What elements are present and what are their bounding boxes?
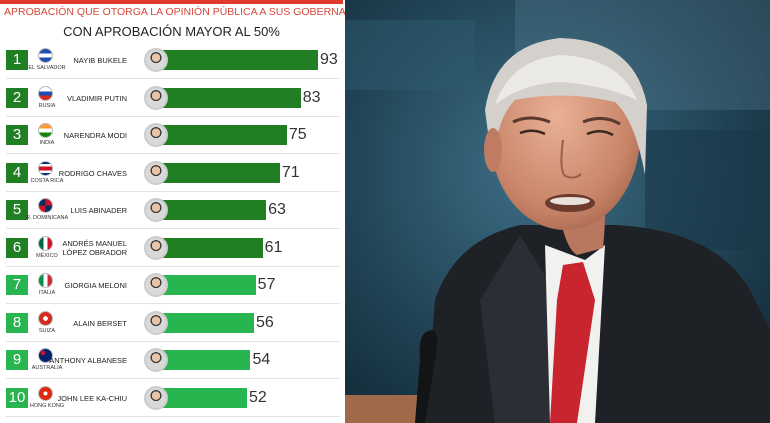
leader-avatar: [144, 385, 168, 410]
row-divider: [6, 415, 340, 417]
approval-value: 52: [249, 388, 267, 406]
leader-avatar: [144, 123, 168, 147]
rank-badge: 3: [6, 125, 28, 145]
approval-value: 71: [281, 163, 300, 181]
approval-value: 75: [288, 126, 307, 143]
approval-bar: [157, 312, 254, 333]
row-divider: [6, 115, 340, 117]
country-flag-icon: [38, 310, 53, 326]
approval-value: 61: [264, 238, 283, 256]
approval-value: 56: [255, 313, 274, 331]
rank-badge: 9: [6, 350, 28, 370]
approval-value: 57: [257, 276, 276, 293]
country-flag-icon: [38, 385, 53, 401]
leader-avatar: [144, 273, 168, 297]
leader-avatar: [144, 235, 168, 260]
rank-badge: 5: [6, 200, 28, 220]
ranking-row: 1 EL SALVADOR NAYIB BUKELE 93: [0, 43, 343, 80]
row-divider: [6, 303, 340, 304]
ranking-row: 8 SUIZA ALAIN BERSET 56: [0, 306, 343, 343]
approval-bar: [157, 125, 287, 145]
country-flag-icon: [38, 123, 53, 138]
row-divider: [6, 228, 340, 229]
row-divider: [6, 378, 340, 379]
leader-avatar: [144, 348, 168, 372]
country-flag-icon: [38, 348, 53, 363]
approval-bar: [157, 162, 280, 183]
rank-badge: 10: [6, 387, 28, 408]
leader-avatar: [144, 85, 168, 110]
country-label: SUIZA: [38, 327, 56, 334]
leader-avatar: [144, 310, 168, 335]
country-flag-icon: [38, 85, 53, 101]
leader-photo: [345, 0, 770, 423]
approval-bar: [157, 350, 251, 370]
ranking-row: 5 R. DOMINICANA LUIS ABINADER 63: [0, 193, 343, 230]
country-flag-icon: [38, 235, 53, 251]
ranking-rows: 1 EL SALVADOR NAYIB BUKELE 93 2 RUSIA VLADIMIR…: [0, 0, 343, 423]
country-label: COSTA RICA: [30, 177, 64, 184]
chart-title: Aprobación que otorga la opinión pública…: [4, 6, 374, 18]
leader-name: VLADIMIR PUTIN: [66, 93, 127, 103]
leader-name: ANTHONY ALBANESE: [49, 356, 127, 365]
ranking-row: 10 HONG KONG JOHN LEE KA-CHIU 52: [0, 381, 343, 418]
approval-bar: [157, 275, 256, 295]
approval-bar: [157, 387, 248, 408]
country-label: AUSTRALIA: [31, 365, 63, 371]
country-flag-icon: [38, 273, 53, 288]
ranking-row: 7 ITALIA GIORGIA MELONI 57: [0, 268, 343, 305]
country-label: EL SALVADOR: [28, 65, 66, 71]
leader-name: GIORGIA MELONI: [64, 281, 127, 290]
approval-bar: [157, 200, 267, 220]
leader-name: NAYIB BUKELE: [73, 56, 127, 65]
leader-name: NARENDRA MODI: [63, 131, 127, 140]
leader-avatar: [144, 160, 168, 185]
approval-value: 83: [302, 88, 321, 106]
leader-name: RODRIGO CHAVES: [58, 168, 127, 178]
approval-value: 54: [252, 351, 271, 368]
rank-badge: 2: [6, 87, 28, 108]
approval-value: 93: [320, 51, 338, 68]
rank-badge: 1: [6, 50, 28, 70]
rank-badge: 8: [6, 312, 28, 333]
approval-bar: [157, 50, 318, 70]
leader-name: JOHN LEE KA-CHIU: [57, 393, 127, 403]
approval-value: 63: [268, 201, 286, 218]
chart-subtitle: Con aprobación mayor al 50%: [63, 24, 280, 39]
ranking-row: 2 RUSIA VLADIMIR PUTIN 83: [0, 81, 343, 118]
ranking-row: 6 MÉXICO ANDRÉS MANUEL LÓPEZ OBRADOR 61: [0, 231, 343, 268]
country-flag-icon: [38, 160, 53, 176]
approval-infographic: Aprobación que otorga la opinión pública…: [0, 0, 374, 423]
country-label: R. DOMINICANA: [26, 215, 69, 221]
top-accent-strip: [0, 0, 343, 4]
row-divider: [6, 265, 340, 267]
row-divider: [6, 190, 340, 192]
country-label: MÉXICO: [36, 252, 58, 259]
country-label: ITALIA: [38, 290, 56, 296]
country-label: RUSIA: [38, 102, 56, 109]
ranking-row: 4 COSTA RICA RODRIGO CHAVES 71: [0, 156, 343, 193]
row-divider: [6, 153, 340, 154]
rank-badge: 4: [6, 162, 28, 183]
leader-avatar: [144, 48, 168, 72]
row-divider: [6, 340, 340, 342]
country-label: INDIA: [39, 140, 55, 146]
country-label: HONG KONG: [29, 402, 65, 409]
ranking-row: 3 INDIA NARENDRA MODI 75: [0, 118, 343, 155]
row-divider: [6, 78, 340, 79]
rank-badge: 6: [6, 237, 28, 258]
ranking-row: 9 AUSTRALIA ANTHONY ALBANESE 54: [0, 343, 343, 380]
country-flag-icon: [38, 48, 53, 63]
approval-bar: [157, 237, 263, 258]
approval-bar: [157, 87, 301, 108]
leader-name: ANDRÉS MANUEL LÓPEZ OBRADOR: [62, 238, 127, 257]
leader-name: ALAIN BERSET: [73, 318, 127, 328]
leader-name: LUIS ABINADER: [70, 206, 127, 215]
rank-badge: 7: [6, 275, 28, 295]
country-flag-icon: [38, 198, 53, 213]
leader-avatar: [144, 198, 168, 222]
